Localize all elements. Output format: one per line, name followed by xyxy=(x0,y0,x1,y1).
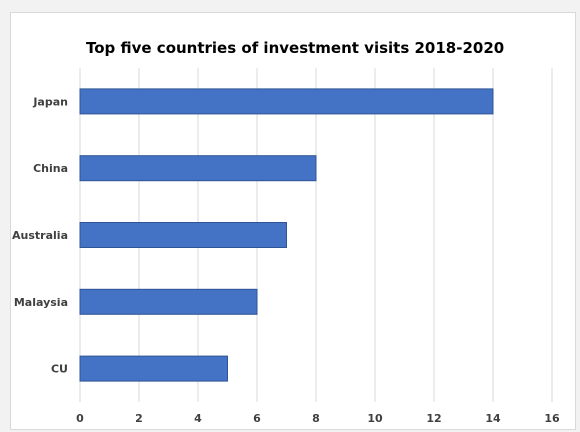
category-label: Malaysia xyxy=(14,296,68,309)
x-tick-label: 14 xyxy=(485,412,501,425)
x-tick-label: 0 xyxy=(76,412,84,425)
category-labels: Japan China Australia Malaysia CU xyxy=(12,95,68,375)
x-tick-label: 10 xyxy=(367,412,383,425)
category-label: CU xyxy=(51,363,68,376)
x-tick-label: 4 xyxy=(194,412,202,425)
bar-malaysia xyxy=(79,288,258,315)
chart-title: Top five countries of investment visits … xyxy=(86,39,504,57)
bars xyxy=(79,88,494,382)
category-label: Australia xyxy=(12,229,68,242)
bar-cu xyxy=(79,355,228,382)
x-tick-label: 8 xyxy=(312,412,320,425)
x-tick-label: 12 xyxy=(426,412,441,425)
bar-china xyxy=(79,155,317,182)
x-tick-label: 16 xyxy=(544,412,560,425)
x-tick-labels: 0 2 4 6 8 10 12 14 16 xyxy=(76,412,560,425)
bar-japan xyxy=(79,88,494,115)
x-tick-label: 6 xyxy=(253,412,261,425)
category-label: China xyxy=(33,162,68,175)
category-label: Japan xyxy=(32,95,68,108)
gridlines xyxy=(79,68,553,402)
x-tick-label: 2 xyxy=(135,412,143,425)
bar-australia xyxy=(79,222,287,248)
